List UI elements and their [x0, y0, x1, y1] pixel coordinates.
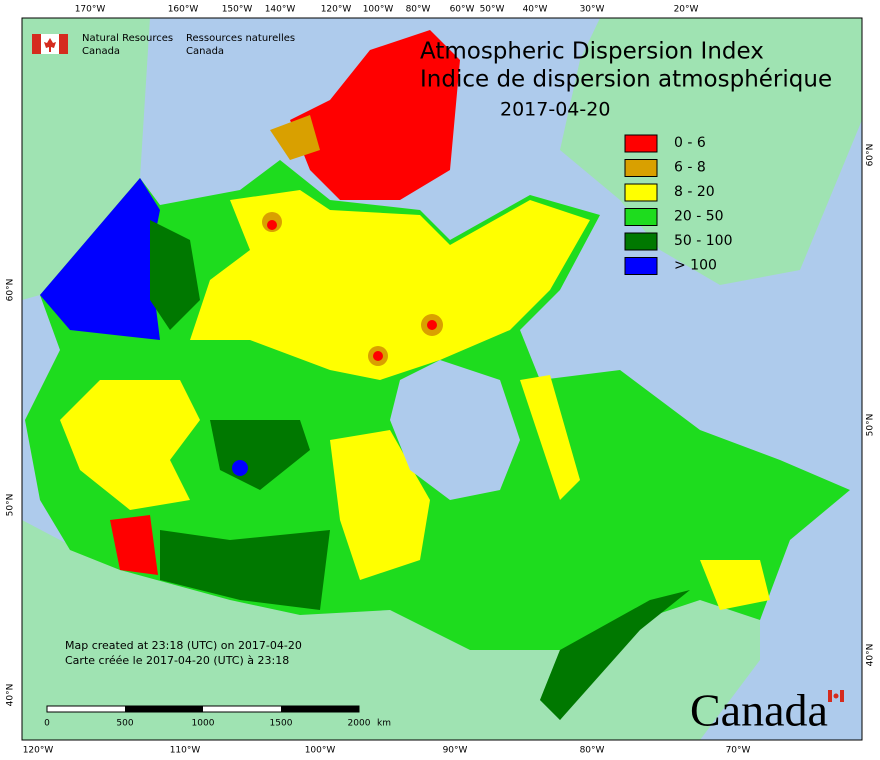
zone-blue [40, 178, 160, 340]
latitude-label: 60°N [866, 144, 876, 167]
latitude-label: 60°N [6, 279, 16, 302]
agency-en: Natural Resources [82, 33, 173, 44]
flag-leaf [44, 38, 56, 52]
legend-swatch [624, 134, 658, 153]
zone-darkgreen [150, 220, 200, 330]
legend-swatch [624, 183, 658, 202]
longitude-label: 160°W [168, 5, 199, 15]
united-states [22, 520, 760, 740]
map-frame [21, 17, 863, 741]
latitude-label: 50°N [866, 414, 876, 437]
longitude-label: 20°W [674, 5, 699, 15]
longitude-label: 100°W [305, 746, 336, 756]
flag-leaf [833, 693, 839, 699]
longitude-label: 40°W [523, 5, 548, 15]
legend-swatch [624, 257, 658, 275]
title-en: Atmospheric Dispersion Index [420, 39, 764, 65]
scale-label: 1500 [270, 719, 293, 729]
longitude-label: 60°W [450, 5, 475, 15]
zone-yellow-east [330, 430, 430, 580]
title-fr: Indice de dispersion atmosphérique [420, 67, 832, 93]
zone-red-arctic [290, 30, 460, 200]
map-area [21, 17, 863, 741]
legend-label: 0 - 6 [674, 135, 706, 151]
flag [32, 34, 68, 54]
scale-label: 1000 [192, 719, 215, 729]
longitude-label: 50°W [480, 5, 505, 15]
longitude-label: 80°W [406, 5, 431, 15]
scale-bar [46, 705, 360, 713]
labels: Natural Resources Canada Ressources nature… [6, 5, 876, 756]
zone-orange-arctic [270, 115, 320, 160]
latitude-label: 50°N [6, 494, 16, 517]
scale-label: 0 [44, 719, 50, 729]
agency-fr: Canada [186, 46, 224, 57]
scale-bar-segment [125, 706, 203, 712]
longitude-label: 120°W [23, 746, 54, 756]
footnote: Carte créée le 2017-04-20 (UTC) à 23:18 [65, 654, 289, 667]
longitude-label: 90°W [443, 746, 468, 756]
wordmark: Canada [690, 685, 828, 736]
agency-en: Canada [82, 46, 120, 57]
legend-label: > 100 [674, 258, 717, 274]
zone-spot [373, 351, 383, 361]
zone-darkgreen-ontario [540, 590, 690, 720]
legend-label: 50 - 100 [674, 233, 733, 249]
flag-bar [828, 690, 832, 702]
zone-yellow-maritimes [700, 560, 770, 610]
longitude-label: 80°W [580, 746, 605, 756]
title-date: 2017-04-20 [500, 99, 610, 121]
hudson-bay [390, 360, 520, 500]
legend-label: 6 - 8 [674, 160, 706, 176]
zone-spot [267, 220, 277, 230]
wordmark-flag [828, 690, 844, 702]
longitude-label: 140°W [265, 5, 296, 15]
footnote: Map created at 23:18 (UTC) on 2017-04-20 [65, 639, 302, 652]
scale-bar-segment [281, 706, 359, 712]
latitude-label: 40°N [6, 684, 16, 707]
zone-yellow-north [190, 190, 590, 380]
scale-unit: km [377, 719, 391, 729]
latitude-label: 40°N [866, 644, 876, 667]
legend-swatch [624, 232, 658, 251]
zone-yellow-west [60, 380, 200, 510]
legend-label: 8 - 20 [674, 184, 715, 200]
alaska [22, 18, 150, 300]
zone-blue-spot [232, 460, 248, 476]
zone-red-south [110, 515, 158, 575]
flag-bar [840, 690, 844, 702]
longitude-label: 170°W [75, 5, 106, 15]
longitude-label: 120°W [321, 5, 352, 15]
legend-swatch [624, 159, 658, 177]
flag-bar [32, 34, 41, 54]
longitude-label: 70°W [726, 746, 751, 756]
flag-bar [59, 34, 68, 54]
scale-label: 500 [116, 719, 133, 729]
longitude-label: 30°W [580, 5, 605, 15]
scale-label: 2000 [348, 719, 371, 729]
zone-yellow-quebec [520, 375, 580, 500]
legend-label: 20 - 50 [674, 209, 724, 225]
agency-fr: Ressources naturelles [186, 33, 295, 44]
zone-spot [427, 320, 437, 330]
longitude-label: 150°W [222, 5, 253, 15]
longitude-label: 110°W [170, 746, 201, 756]
zone-darkgreen-south [160, 530, 330, 610]
legend-swatch [624, 208, 658, 226]
longitude-label: 100°W [363, 5, 394, 15]
